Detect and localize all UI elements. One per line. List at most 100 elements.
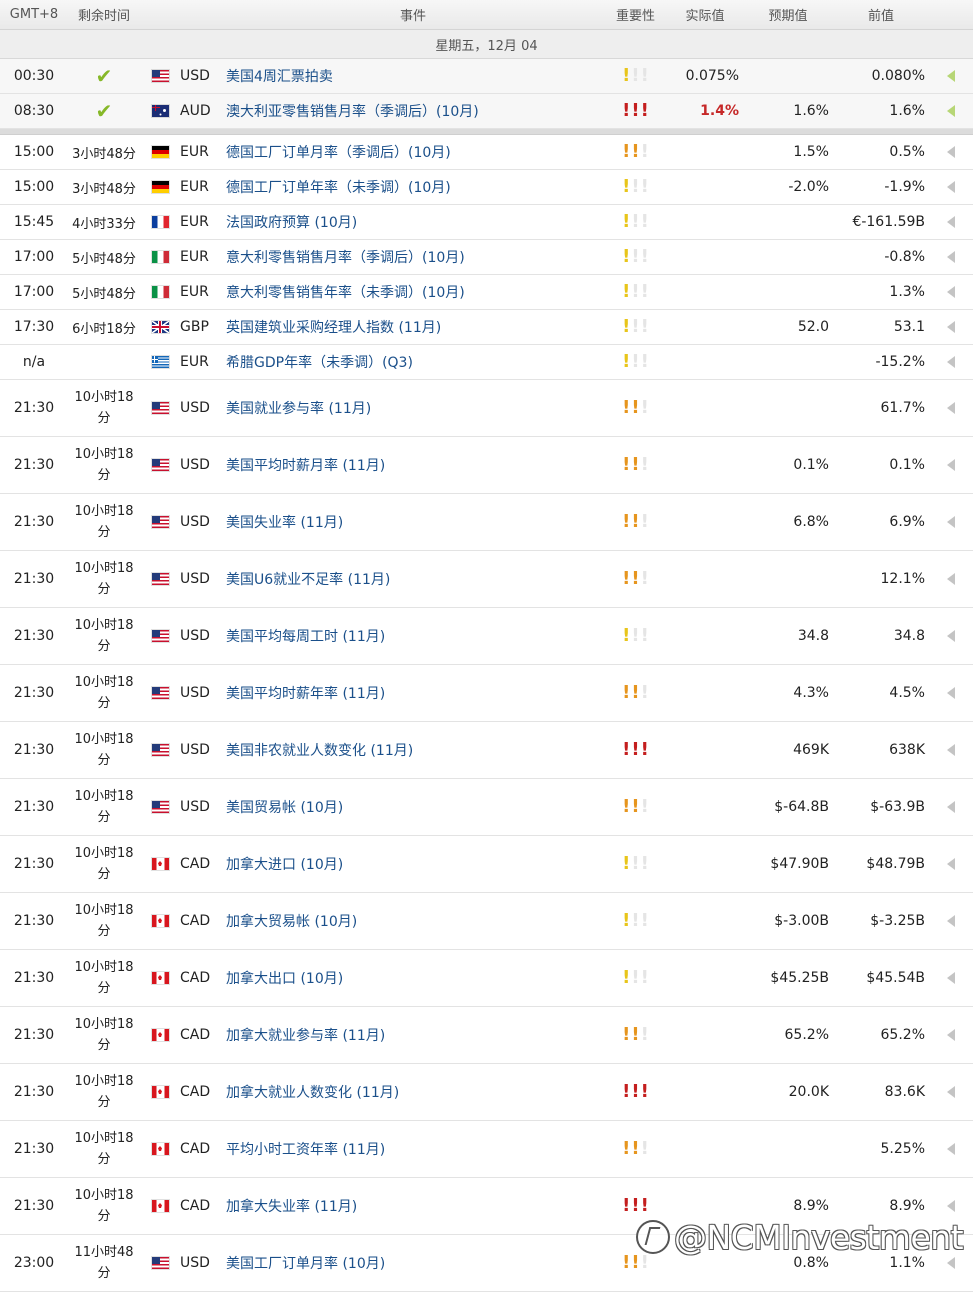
event-link[interactable]: 加拿大贸易帐 (10月) <box>226 914 358 930</box>
event-link[interactable]: 加拿大失业率 (11月) <box>226 1199 358 1215</box>
expand-toggle[interactable] <box>929 915 973 927</box>
expand-toggle[interactable] <box>929 1200 973 1212</box>
triangle-left-icon[interactable] <box>947 801 955 813</box>
triangle-left-icon[interactable] <box>947 216 955 228</box>
expand-toggle[interactable] <box>929 459 973 471</box>
triangle-left-icon[interactable] <box>947 858 955 870</box>
table-row[interactable]: 21:30 10小时18 分 CAD 加拿大进口 (10月)!!! $47.90B $48.… <box>0 836 973 893</box>
triangle-left-icon[interactable] <box>947 251 955 263</box>
table-row[interactable]: 21:30 10小时18 分 CAD 加拿大出口 (10月)!!! $45.25B $45.… <box>0 950 973 1007</box>
table-row[interactable]: 21:30 10小时18 分 CAD 加拿大就业参与率 (11月)!!! 65.2% 65.… <box>0 1007 973 1064</box>
table-row[interactable]: 21:30 10小时18 分 USD 美国失业率 (11月)!!! 6.8% 6.9% <box>0 494 973 551</box>
triangle-left-icon[interactable] <box>947 972 955 984</box>
expand-toggle[interactable] <box>929 402 973 414</box>
event-link[interactable]: 平均小时工资年率 (11月) <box>226 1142 386 1158</box>
table-row[interactable]: 21:30 10小时18 分 CAD 加拿大失业率 (11月)!!! 8.9% 8.9% <box>0 1178 973 1235</box>
event-link[interactable]: 美国失业率 (11月) <box>226 515 344 531</box>
event-link[interactable]: 加拿大出口 (10月) <box>226 971 344 987</box>
triangle-left-icon[interactable] <box>947 321 955 333</box>
triangle-left-icon[interactable] <box>947 1200 955 1212</box>
table-row[interactable]: 08:30 ✔ AUD 澳大利亚零售销售月率（季调后）(10月)!!! 1.4% 1.6%… <box>0 94 973 129</box>
expand-toggle[interactable] <box>929 516 973 528</box>
event-link[interactable]: 美国非农就业人数变化 (11月) <box>226 743 414 759</box>
triangle-left-icon[interactable] <box>947 181 955 193</box>
expand-toggle[interactable] <box>929 1029 973 1041</box>
expand-toggle[interactable] <box>929 1086 973 1098</box>
event-link[interactable]: 美国平均时薪月率 (11月) <box>226 458 386 474</box>
expand-toggle[interactable] <box>929 181 973 193</box>
triangle-left-icon[interactable] <box>947 630 955 642</box>
expand-toggle[interactable] <box>929 286 973 298</box>
event-link[interactable]: 德国工厂订单月率（季调后）(10月) <box>226 145 451 161</box>
event-link[interactable]: 美国U6就业不足率 (11月) <box>226 572 391 588</box>
table-row[interactable]: 21:30 10小时18 分 USD 美国平均时薪月率 (11月)!!! 0.1% 0.1% <box>0 437 973 494</box>
event-link[interactable]: 意大利零售销售月率（季调后）(10月) <box>226 250 465 266</box>
expand-toggle[interactable] <box>929 687 973 699</box>
event-link[interactable]: 美国平均时薪年率 (11月) <box>226 686 386 702</box>
table-row[interactable]: 21:30 10小时18 分 CAD 平均小时工资年率 (11月)!!! 5.25% <box>0 1121 973 1178</box>
table-row[interactable]: 21:30 10小时18 分 CAD 加拿大贸易帐 (10月)!!! $-3.00B $-3… <box>0 893 973 950</box>
expand-toggle[interactable] <box>929 356 973 368</box>
triangle-left-icon[interactable] <box>947 687 955 699</box>
event-link[interactable]: 德国工厂订单年率（未季调）(10月) <box>226 180 451 196</box>
table-row[interactable]: 23:00 11小时48 分 USD 美国工厂订单月率 (10月)!!! 0.8% 1.1% <box>0 1235 973 1292</box>
event-link[interactable]: 加拿大就业人数变化 (11月) <box>226 1085 400 1101</box>
event-link[interactable]: 美国4周汇票拍卖 <box>226 69 333 85</box>
expand-toggle[interactable] <box>929 972 973 984</box>
table-row[interactable]: 15:00 3小时48分 EUR 德国工厂订单月率（季调后）(10月)!!! 1.5% 0… <box>0 135 973 170</box>
event-link[interactable]: 美国贸易帐 (10月) <box>226 800 344 816</box>
event-link[interactable]: 英国建筑业采购经理人指数 (11月) <box>226 320 442 336</box>
triangle-left-icon[interactable] <box>947 356 955 368</box>
event-link[interactable]: 美国就业参与率 (11月) <box>226 401 372 417</box>
triangle-left-icon[interactable] <box>947 573 955 585</box>
table-row[interactable]: 17:00 5小时48分 EUR 意大利零售销售月率（季调后）(10月)!!! -0.8… <box>0 240 973 275</box>
expand-toggle[interactable] <box>929 858 973 870</box>
triangle-left-icon[interactable] <box>947 744 955 756</box>
expand-toggle[interactable] <box>929 1257 973 1269</box>
expand-toggle[interactable] <box>929 251 973 263</box>
table-row[interactable]: 17:00 5小时48分 EUR 意大利零售销售年率（未季调）(10月)!!! 1.3% <box>0 275 973 310</box>
expand-toggle[interactable] <box>929 630 973 642</box>
expand-toggle[interactable] <box>929 105 973 117</box>
triangle-left-icon[interactable] <box>947 1257 955 1269</box>
triangle-left-icon[interactable] <box>947 402 955 414</box>
event-link[interactable]: 美国平均每周工时 (11月) <box>226 629 386 645</box>
triangle-left-icon[interactable] <box>947 105 955 117</box>
table-row[interactable]: 21:30 10小时18 分 USD 美国平均每周工时 (11月)!!! 34.8 34.8 <box>0 608 973 665</box>
triangle-left-icon[interactable] <box>947 146 955 158</box>
header-timezone[interactable]: GMT+8 <box>9 7 59 22</box>
expand-toggle[interactable] <box>929 146 973 158</box>
triangle-left-icon[interactable] <box>947 286 955 298</box>
table-row[interactable]: 21:30 10小时18 分 CAD 加拿大就业人数变化 (11月)!!! 20.0K 83… <box>0 1064 973 1121</box>
event-link[interactable]: 加拿大就业参与率 (11月) <box>226 1028 386 1044</box>
triangle-left-icon[interactable] <box>947 1086 955 1098</box>
triangle-left-icon[interactable] <box>947 1143 955 1155</box>
expand-toggle[interactable] <box>929 801 973 813</box>
expand-toggle[interactable] <box>929 573 973 585</box>
table-row[interactable]: 21:30 10小时18 分 USD 美国贸易帐 (10月)!!! $-64.8B $-63… <box>0 779 973 836</box>
triangle-left-icon[interactable] <box>947 1029 955 1041</box>
table-row[interactable]: 21:30 10小时18 分 USD 美国就业参与率 (11月)!!! 61.7% <box>0 380 973 437</box>
expand-toggle[interactable] <box>929 216 973 228</box>
event-link[interactable]: 法国政府预算 (10月) <box>226 215 358 231</box>
expand-toggle[interactable] <box>929 70 973 82</box>
triangle-left-icon[interactable] <box>947 915 955 927</box>
event-link[interactable]: 美国工厂订单月率 (10月) <box>226 1256 386 1272</box>
expand-toggle[interactable] <box>929 321 973 333</box>
table-row[interactable]: 00:30 ✔ USD 美国4周汇票拍卖!!! 0.075% 0.080% <box>0 59 973 94</box>
table-row[interactable]: 21:30 10小时18 分 USD 美国非农就业人数变化 (11月)!!! 469K 63… <box>0 722 973 779</box>
table-row[interactable]: 15:45 4小时33分 EUR 法国政府预算 (10月)!!! €-161.59B <box>0 205 973 240</box>
event-link[interactable]: 希腊GDP年率（未季调）(Q3) <box>226 355 413 371</box>
triangle-left-icon[interactable] <box>947 70 955 82</box>
event-link[interactable]: 意大利零售销售年率（未季调）(10月) <box>226 285 465 301</box>
table-row[interactable]: n/a EUR 希腊GDP年率（未季调）(Q3)!!! -15.2% <box>0 345 973 380</box>
expand-toggle[interactable] <box>929 1143 973 1155</box>
table-row[interactable]: 15:00 3小时48分 EUR 德国工厂订单年率（未季调）(10月)!!! -2.0%… <box>0 170 973 205</box>
table-row[interactable]: 21:30 10小时18 分 USD 美国U6就业不足率 (11月)!!! 12.1% <box>0 551 973 608</box>
table-row[interactable]: 17:30 6小时18分 GBP 英国建筑业采购经理人指数 (11月)!!! 52.0 5… <box>0 310 973 345</box>
triangle-left-icon[interactable] <box>947 516 955 528</box>
event-link[interactable]: 澳大利亚零售销售月率（季调后）(10月) <box>226 104 479 120</box>
expand-toggle[interactable] <box>929 744 973 756</box>
event-link[interactable]: 加拿大进口 (10月) <box>226 857 344 873</box>
triangle-left-icon[interactable] <box>947 459 955 471</box>
